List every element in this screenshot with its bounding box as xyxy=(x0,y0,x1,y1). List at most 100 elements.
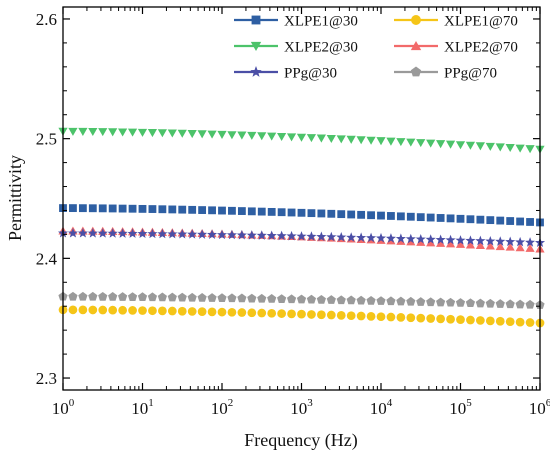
series-PPg@70 xyxy=(58,291,545,309)
data-point xyxy=(386,137,396,146)
data-point xyxy=(227,293,237,303)
series-marks xyxy=(57,127,546,328)
data-point xyxy=(228,206,236,215)
data-point xyxy=(336,231,347,242)
data-point xyxy=(128,306,137,315)
data-point xyxy=(127,128,138,137)
data-point xyxy=(177,306,187,316)
plot-frame xyxy=(62,6,541,391)
data-point xyxy=(296,133,307,142)
data-point xyxy=(495,299,505,308)
data-point xyxy=(436,297,446,307)
data-point xyxy=(207,293,217,302)
data-point xyxy=(505,143,515,153)
data-point xyxy=(356,232,367,242)
data-point xyxy=(336,295,346,305)
data-point xyxy=(395,233,406,243)
data-point xyxy=(187,130,197,139)
data-point xyxy=(385,233,396,243)
y-tick-label: 2.5 xyxy=(36,130,57,149)
data-point xyxy=(98,204,107,213)
data-point xyxy=(257,132,267,141)
data-point xyxy=(78,204,87,213)
y-axis-title: Permittivity xyxy=(5,155,25,241)
data-point xyxy=(168,205,177,214)
data-point xyxy=(396,296,406,306)
data-point xyxy=(147,228,158,239)
data-point xyxy=(445,234,456,245)
data-point xyxy=(157,129,167,138)
data-point xyxy=(296,231,307,241)
data-point xyxy=(127,292,138,301)
x-tick-label: 101 xyxy=(131,397,154,418)
data-point xyxy=(456,315,465,325)
data-point xyxy=(396,212,405,221)
data-point xyxy=(267,207,276,216)
data-point xyxy=(326,310,336,320)
data-point xyxy=(346,295,356,305)
data-point xyxy=(525,318,535,327)
data-point xyxy=(108,204,117,213)
data-point xyxy=(247,293,257,303)
data-point xyxy=(197,292,207,302)
data-point xyxy=(366,136,376,145)
data-point xyxy=(177,228,188,239)
data-point xyxy=(425,234,436,244)
data-point xyxy=(207,130,217,139)
data-point xyxy=(88,204,97,213)
data-point xyxy=(505,236,516,247)
data-point xyxy=(98,128,108,137)
data-point xyxy=(396,138,406,147)
data-point xyxy=(336,310,346,320)
data-point xyxy=(208,206,216,215)
data-point xyxy=(475,235,486,246)
data-point xyxy=(286,230,297,241)
data-point xyxy=(515,243,525,252)
data-point xyxy=(77,227,88,238)
data-point xyxy=(98,291,108,301)
data-point xyxy=(465,235,476,245)
legend-label: XLPE1@70 xyxy=(444,14,518,30)
data-point xyxy=(435,234,446,245)
data-point xyxy=(218,206,226,215)
data-point xyxy=(526,218,534,226)
data-point xyxy=(237,293,247,303)
data-point xyxy=(78,127,88,136)
data-point xyxy=(406,313,416,323)
data-point xyxy=(138,204,147,213)
data-point xyxy=(367,211,375,220)
x-tick-label: 103 xyxy=(290,397,313,418)
data-point xyxy=(277,208,286,217)
data-point xyxy=(287,309,296,319)
data-point xyxy=(316,231,327,242)
data-point xyxy=(78,305,88,315)
data-point xyxy=(98,305,108,315)
data-point xyxy=(68,127,78,136)
data-point xyxy=(78,291,88,301)
data-point xyxy=(436,238,446,247)
data-point xyxy=(347,210,356,219)
legend-item: PPg@70 xyxy=(394,66,497,82)
data-point xyxy=(515,299,525,309)
data-point xyxy=(346,135,356,144)
data-point xyxy=(167,306,177,316)
data-point xyxy=(296,294,307,304)
data-point xyxy=(357,210,366,219)
data-point xyxy=(158,306,167,316)
data-point xyxy=(69,204,77,213)
data-point xyxy=(387,212,395,220)
data-point xyxy=(287,208,296,217)
legend-label: XLPE1@30 xyxy=(284,14,358,30)
data-point xyxy=(485,316,495,326)
data-point xyxy=(137,292,148,302)
data-point xyxy=(455,141,466,150)
data-point xyxy=(495,242,505,251)
data-point xyxy=(445,140,456,149)
data-point xyxy=(475,142,485,151)
legend-label: XLPE2@70 xyxy=(444,40,518,56)
data-point xyxy=(366,232,377,243)
data-point xyxy=(137,228,148,239)
data-point xyxy=(436,314,445,324)
data-point xyxy=(197,130,207,139)
